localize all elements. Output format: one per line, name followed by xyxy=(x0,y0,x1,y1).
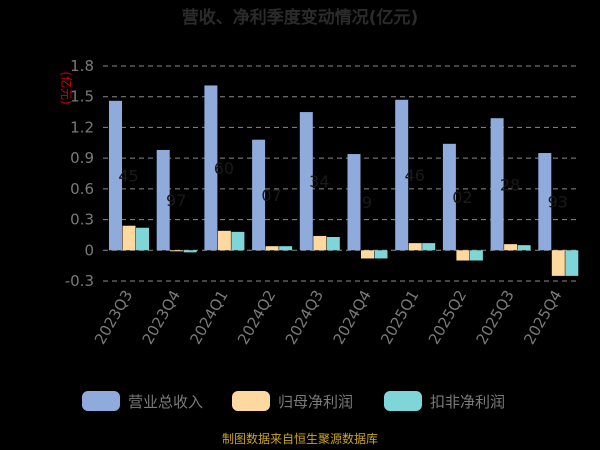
bar-2-2025Q4 xyxy=(551,250,565,276)
bar-2-2024Q2 xyxy=(265,246,279,251)
data-label: 97 xyxy=(166,191,186,210)
bar-2-2023Q3 xyxy=(122,225,136,251)
bar-3-2024Q2 xyxy=(279,246,293,251)
bar-1-2024Q3 xyxy=(299,112,313,251)
bar-2-2025Q3 xyxy=(504,244,518,251)
x-tick-label: 2025Q2 xyxy=(425,287,470,348)
bar-3-2024Q1 xyxy=(231,231,245,251)
legend-label-1: 营业总收入 xyxy=(128,393,203,411)
data-label: 34 xyxy=(309,172,329,191)
y-tick-label: 0.3 xyxy=(70,211,94,229)
y-tick-label: 1.8 xyxy=(70,57,94,75)
data-label: 46 xyxy=(405,166,425,185)
data-label: 60 xyxy=(214,159,234,178)
x-tick-label: 2023Q3 xyxy=(91,287,136,348)
x-tick-label: 2025Q3 xyxy=(473,287,518,348)
data-labels-layer: 45 97 60 07 34 9 46 02 28 93 xyxy=(118,159,568,212)
y-tick-label: -0.3 xyxy=(65,272,94,290)
bar-1-2025Q2 xyxy=(442,143,456,251)
bar-1-2024Q1 xyxy=(204,85,218,251)
bar-1-2023Q4 xyxy=(156,149,170,251)
x-tick-layer: 2023Q3 2023Q4 2024Q1 2024Q2 2024Q3 2024Q4 2025… xyxy=(91,287,566,348)
bar-3-2024Q4 xyxy=(374,250,388,259)
bar-3-2025Q4 xyxy=(565,250,579,276)
bar-2-2025Q2 xyxy=(456,250,470,261)
y-tick-label: 1.5 xyxy=(70,88,94,106)
x-tick-label: 2025Q1 xyxy=(377,287,422,348)
x-tick-label: 2024Q3 xyxy=(282,287,327,348)
data-label: 9 xyxy=(362,193,372,212)
data-label: 28 xyxy=(500,175,520,194)
chart-title: 营收、净利季度变动情况(亿元) xyxy=(182,7,419,28)
bar-3-2023Q3 xyxy=(136,227,149,251)
source-note: 制图数据来自恒生聚源数据库 xyxy=(222,431,378,446)
bar-1-2025Q1 xyxy=(395,99,409,251)
legend-label-2: 归母净利润 xyxy=(278,393,353,411)
data-label: 02 xyxy=(452,188,472,207)
legend-swatch-3 xyxy=(384,391,422,411)
data-label: 07 xyxy=(261,186,281,205)
bar-3-2024Q3 xyxy=(326,236,340,251)
bar-2-2023Q4 xyxy=(170,250,184,252)
bar-1-2025Q3 xyxy=(490,118,504,251)
bar-1-2024Q4 xyxy=(347,154,361,251)
legend-swatch-1 xyxy=(82,391,120,411)
bars-layer xyxy=(109,85,579,276)
legend-label-3: 扣非净利润 xyxy=(430,393,505,411)
bar-1-2025Q4 xyxy=(538,153,552,251)
y-unit-label: (亿元) xyxy=(59,71,74,104)
bar-3-2023Q4 xyxy=(183,250,197,253)
x-tick-label: 2024Q4 xyxy=(329,287,374,348)
y-tick-label: 1.2 xyxy=(70,118,94,136)
x-tick-label: 2024Q1 xyxy=(186,287,231,348)
bar-3-2025Q1 xyxy=(422,243,436,251)
y-tick-label: 0.9 xyxy=(70,149,94,167)
data-label: 45 xyxy=(118,167,138,186)
bar-1-2024Q2 xyxy=(252,139,266,251)
x-tick-label: 2025Q4 xyxy=(520,287,565,348)
legend: 营业总收入 归母净利润 扣非净利润 xyxy=(82,391,505,411)
bar-3-2025Q2 xyxy=(469,250,483,261)
bar-2-2024Q3 xyxy=(313,235,327,251)
bar-2-2024Q4 xyxy=(361,250,374,259)
x-tick-label: 2024Q2 xyxy=(234,287,279,348)
y-tick-label: 0 xyxy=(84,241,94,259)
bar-2-2024Q1 xyxy=(217,230,231,251)
legend-swatch-2 xyxy=(232,391,270,411)
bar-1-2023Q3 xyxy=(109,100,122,251)
data-label: 93 xyxy=(548,193,568,212)
x-tick-label: 2023Q4 xyxy=(139,287,184,348)
y-tick-label: 0.6 xyxy=(70,180,94,198)
bar-3-2025Q3 xyxy=(517,245,531,251)
bar-2-2025Q1 xyxy=(408,243,422,251)
